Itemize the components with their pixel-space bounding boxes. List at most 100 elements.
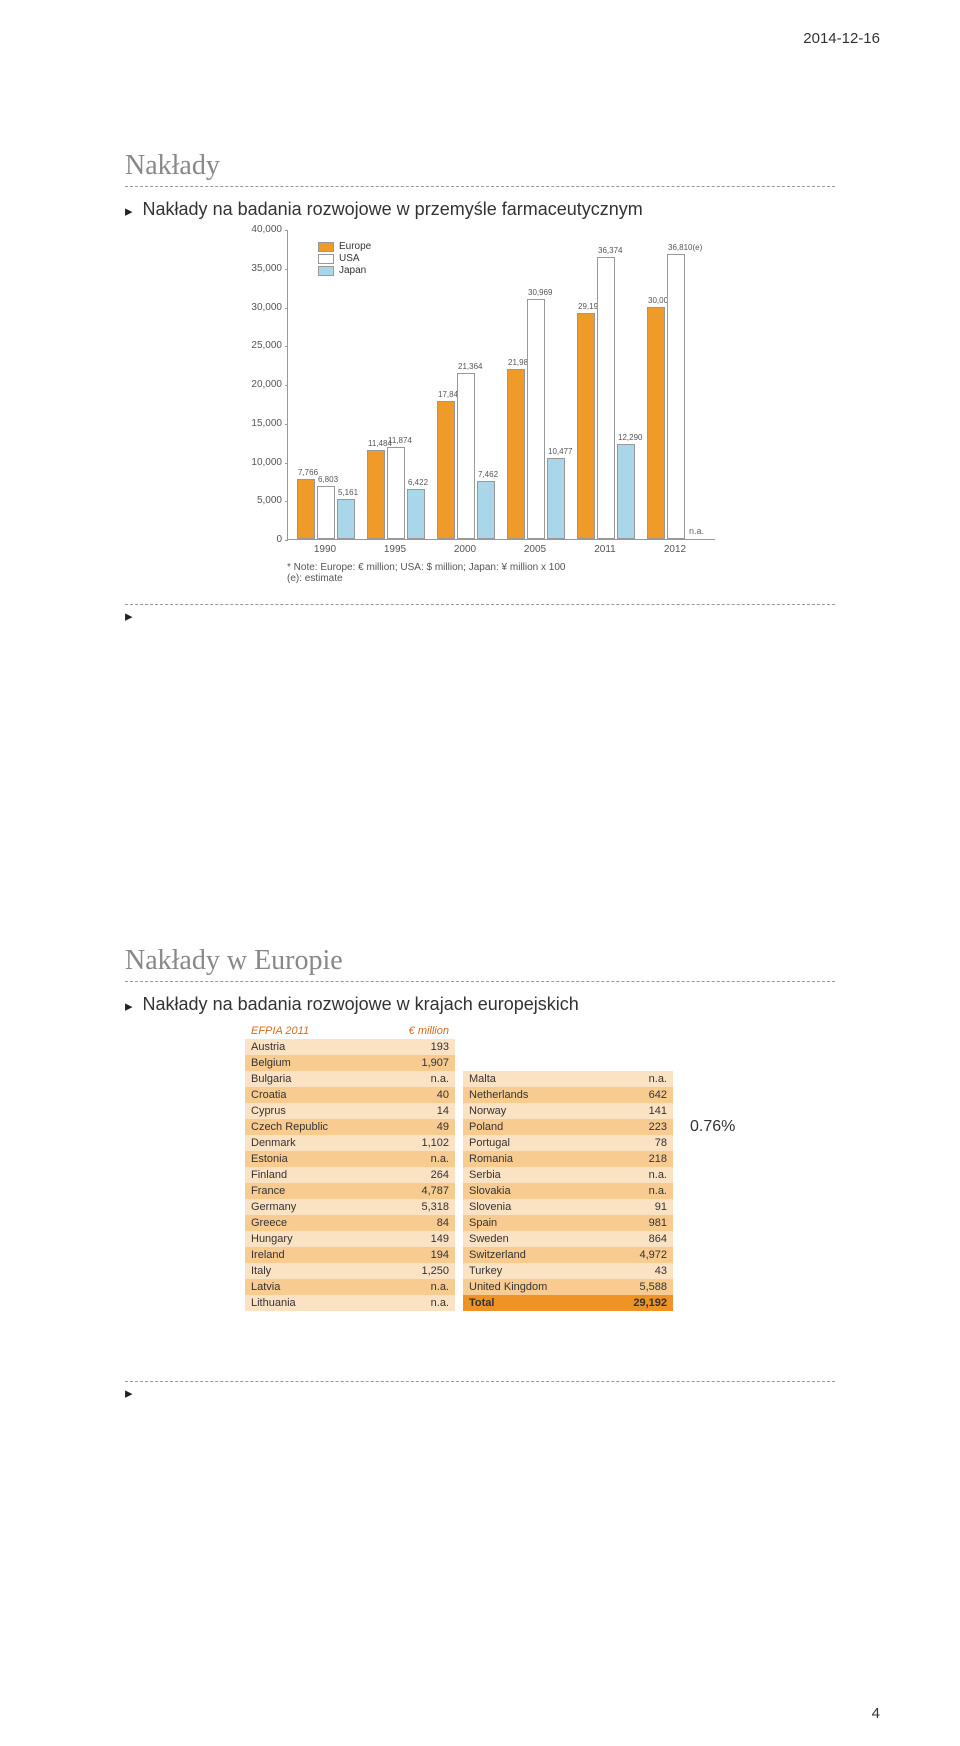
slide2-bullet-text: Nakłady na badania rozwojowe w krajach e… [143,994,579,1015]
table-row: Italy1,250 [245,1263,455,1279]
table-row: Czech Republic49 [245,1119,455,1135]
bar: 5,161 [337,499,355,539]
chart-legend: EuropeUSAJapan [318,240,371,277]
table-row: Belgium1,907 [245,1055,455,1071]
bar: 21,988 [507,369,525,539]
x-tick-label: 1995 [370,544,420,555]
legend-item: Europe [318,241,371,252]
separator [125,604,835,605]
bar: 29,192 [577,313,595,539]
y-tick-label: 25,000 [240,340,282,351]
bar: 7,766 [297,479,315,539]
bar-value-label: 10,477 [548,447,564,456]
table-total-row: Total29,192 [463,1295,673,1311]
x-tick-label: 2000 [440,544,490,555]
bar: n.a. [687,538,705,539]
table-row: Denmark1,102 [245,1135,455,1151]
table-row: Finland264 [245,1167,455,1183]
table-row: Cyprus14 [245,1103,455,1119]
bar: 12,290 [617,444,635,539]
table-row: Ireland194 [245,1247,455,1263]
bar-value-label: 11,484 [368,439,384,448]
bar: 30,000(e) [647,307,665,540]
table1-header-right: € million [377,1023,455,1039]
table-row: Switzerland4,972 [463,1247,673,1263]
x-tick-label: 2012 [650,544,700,555]
y-tick-label: 20,000 [240,379,282,390]
table-row: United Kingdom5,588 [463,1279,673,1295]
bar-value-label: 7,766 [298,468,314,477]
y-tick-label: 30,000 [240,302,282,313]
bar-value-label: 21,988 [508,358,524,367]
bullet-icon: ▸ [125,1384,835,1402]
slide1-title: Nakłady [125,150,835,187]
table-row: Slovakian.a. [463,1183,673,1199]
bar: 17,849 [437,401,455,539]
table-row: France4,787 [245,1183,455,1199]
separator [125,1381,835,1382]
legend-item: USA [318,253,371,264]
table-row: Turkey43 [463,1263,673,1279]
bar: 11,484 [367,450,385,539]
slide1-bullet-text: Nakłady na badania rozwojowe w przemyśle… [143,199,643,220]
page-number: 4 [872,1705,880,1722]
bar: 6,422 [407,489,425,539]
bar-group: 11,48411,8746,422 [366,447,426,539]
note-line-1: * Note: Europe: € million; USA: $ millio… [287,562,715,573]
bullet-icon: ▸ [125,997,133,1015]
bar-value-label: 30,969 [528,288,544,297]
y-tick-label: 0 [240,534,282,545]
legend-item: Japan [318,265,371,276]
table-row: Sweden864 [463,1231,673,1247]
table-row: Netherlands642 [463,1087,673,1103]
y-tick-label: 5,000 [240,495,282,506]
y-tick-label: 10,000 [240,457,282,468]
bar: 36,810(e) [667,254,685,539]
bar-group: 21,98830,96910,477 [506,299,566,539]
x-tick-label: 2005 [510,544,560,555]
bar-value-label: 36,374 [598,246,614,255]
bar-value-label: 29,192 [578,302,594,311]
bar: 36,374 [597,257,615,539]
slide1-bullet: ▸ Nakłady na badania rozwojowe w przemyś… [125,199,835,220]
bullet-icon: ▸ [125,607,835,625]
table-row: Spain981 [463,1215,673,1231]
bar-group: 17,84921,3647,462 [436,373,496,539]
x-tick-label: 2011 [580,544,630,555]
bullet-icon: ▸ [125,202,133,220]
y-tick-label: 40,000 [240,224,282,235]
bar: 10,477 [547,458,565,539]
table-row: Greece84 [245,1215,455,1231]
bar: 30,969 [527,299,545,539]
bar-value-label: 12,290 [618,433,634,442]
bar-chart: EuropeUSAJapan 05,00010,00015,00020,0002… [245,230,715,584]
table-row: Slovenia91 [463,1199,673,1215]
table-row: Serbian.a. [463,1167,673,1183]
percentage-callout: 0.76% [690,1118,735,1136]
bar: 21,364 [457,373,475,539]
bar: 7,462 [477,481,495,539]
table1-header-left: EFPIA 2011 [245,1023,377,1039]
bar-group: 29,19236,37412,290 [576,257,636,539]
table-row: Germany5,318 [245,1199,455,1215]
note-line-2: (e): estimate [287,573,715,584]
bar: 6,803 [317,486,335,539]
table-row: Portugal78 [463,1135,673,1151]
table-row: Austria193 [245,1039,455,1055]
y-tick-label: 35,000 [240,263,282,274]
y-tick-label: 15,000 [240,418,282,429]
data-table-2: Maltan.a.Netherlands642Norway141Poland22… [463,1071,673,1311]
table-row: Lithuanian.a. [245,1295,455,1311]
bar-group: 30,000(e)36,810(e)n.a. [646,254,706,539]
table-row: Bulgarian.a. [245,1071,455,1087]
table-row: Poland223 [463,1119,673,1135]
chart-notes: * Note: Europe: € million; USA: $ millio… [287,562,715,584]
bar-group: 7,7666,8035,161 [296,479,356,539]
table-row: Hungary149 [245,1231,455,1247]
bar: 11,874 [387,447,405,539]
bar-value-label: 30,000(e) [648,296,664,305]
bar-value-label: 5,161 [338,488,354,497]
table-row: Maltan.a. [463,1071,673,1087]
bar-value-label: 7,462 [478,470,494,479]
bar-value-label: 6,422 [408,478,424,487]
